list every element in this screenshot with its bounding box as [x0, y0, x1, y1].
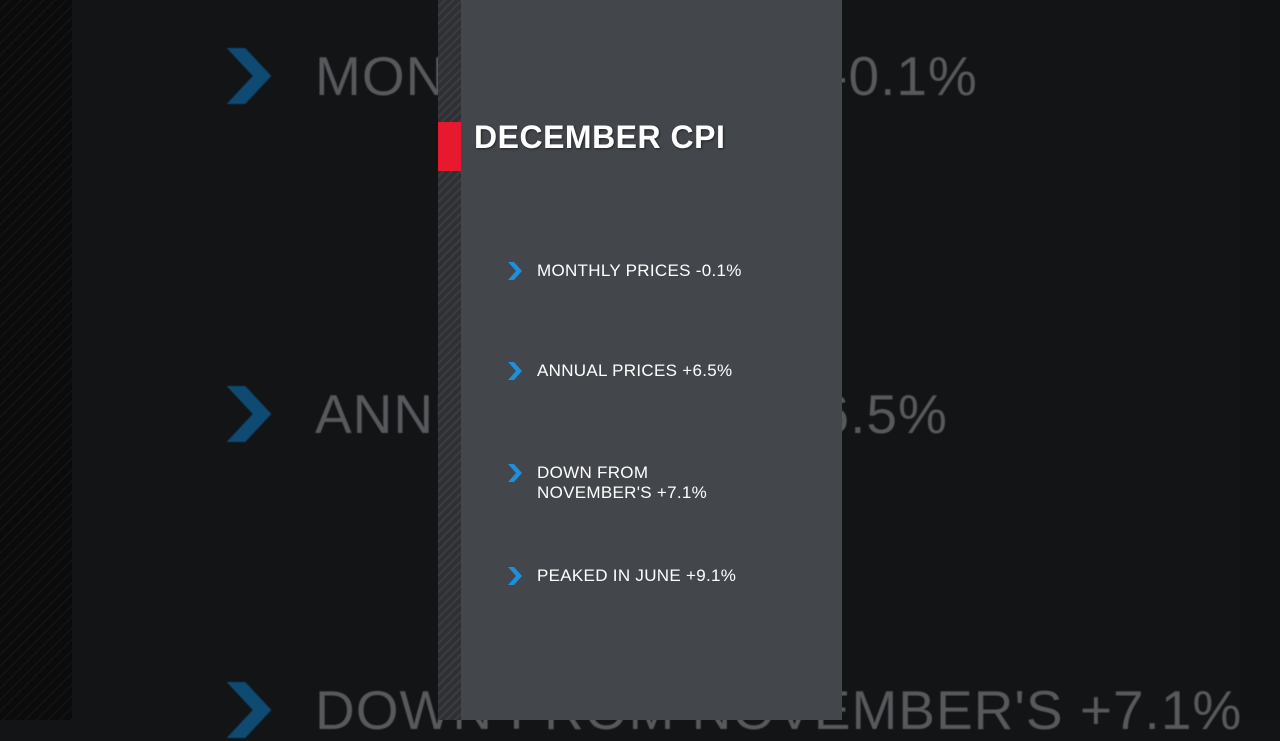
cpi-panel: DECEMBER CPI MONTHLY PRICES -0.1% ANNUAL…: [438, 0, 842, 720]
bullet-text: MONTHLY PRICES -0.1%: [537, 261, 742, 280]
bullet-text: ANNUAL PRICES +6.5%: [537, 361, 733, 380]
title-accent-bar: [438, 122, 461, 171]
chevron-right-icon: [226, 682, 272, 738]
panel-title: DECEMBER CPI: [474, 119, 726, 155]
chevron-right-icon: [226, 386, 272, 442]
bullet-item: DOWN FROM NOVEMBER'S +7.1%: [508, 463, 737, 503]
chevron-right-icon: [508, 464, 522, 482]
bullet-item: PEAKED IN JUNE +9.1%: [508, 566, 797, 586]
chevron-right-icon: [508, 362, 522, 380]
chevron-right-icon: [508, 262, 522, 280]
bullet-text: PEAKED IN JUNE +9.1%: [537, 566, 737, 585]
bullet-item: MONTHLY PRICES -0.1%: [508, 261, 797, 281]
chevron-right-icon: [226, 48, 272, 104]
panel-hatched-stripe: [438, 0, 461, 720]
background-left-strip: [0, 0, 72, 720]
background-right-strip: [1240, 0, 1280, 720]
bullet-text: DOWN FROM NOVEMBER'S +7.1%: [537, 463, 708, 502]
chevron-right-icon: [508, 567, 522, 585]
bullet-item: ANNUAL PRICES +6.5%: [508, 361, 797, 381]
